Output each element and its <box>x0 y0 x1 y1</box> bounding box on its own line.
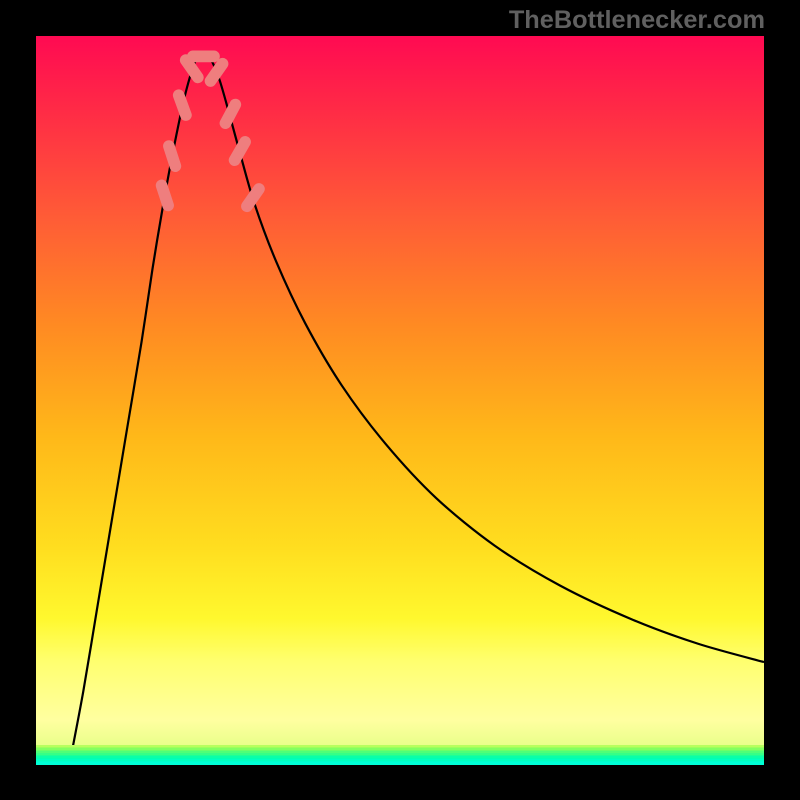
marker-pill <box>162 139 183 174</box>
plot-area <box>36 36 764 764</box>
curve-markers <box>36 36 764 764</box>
bottleneck-curve <box>36 36 764 764</box>
marker-pill <box>202 56 230 90</box>
watermark-text: TheBottlenecker.com <box>509 6 765 35</box>
marker-pill <box>218 97 244 131</box>
marker-pill <box>239 181 267 215</box>
marker-pill <box>154 178 175 213</box>
marker-pill <box>227 134 253 168</box>
outer-frame: TheBottlenecker.com <box>0 0 800 800</box>
marker-pill <box>187 51 220 63</box>
marker-pill <box>178 52 206 86</box>
marker-pill <box>171 88 193 123</box>
bottom-band <box>36 762 764 764</box>
